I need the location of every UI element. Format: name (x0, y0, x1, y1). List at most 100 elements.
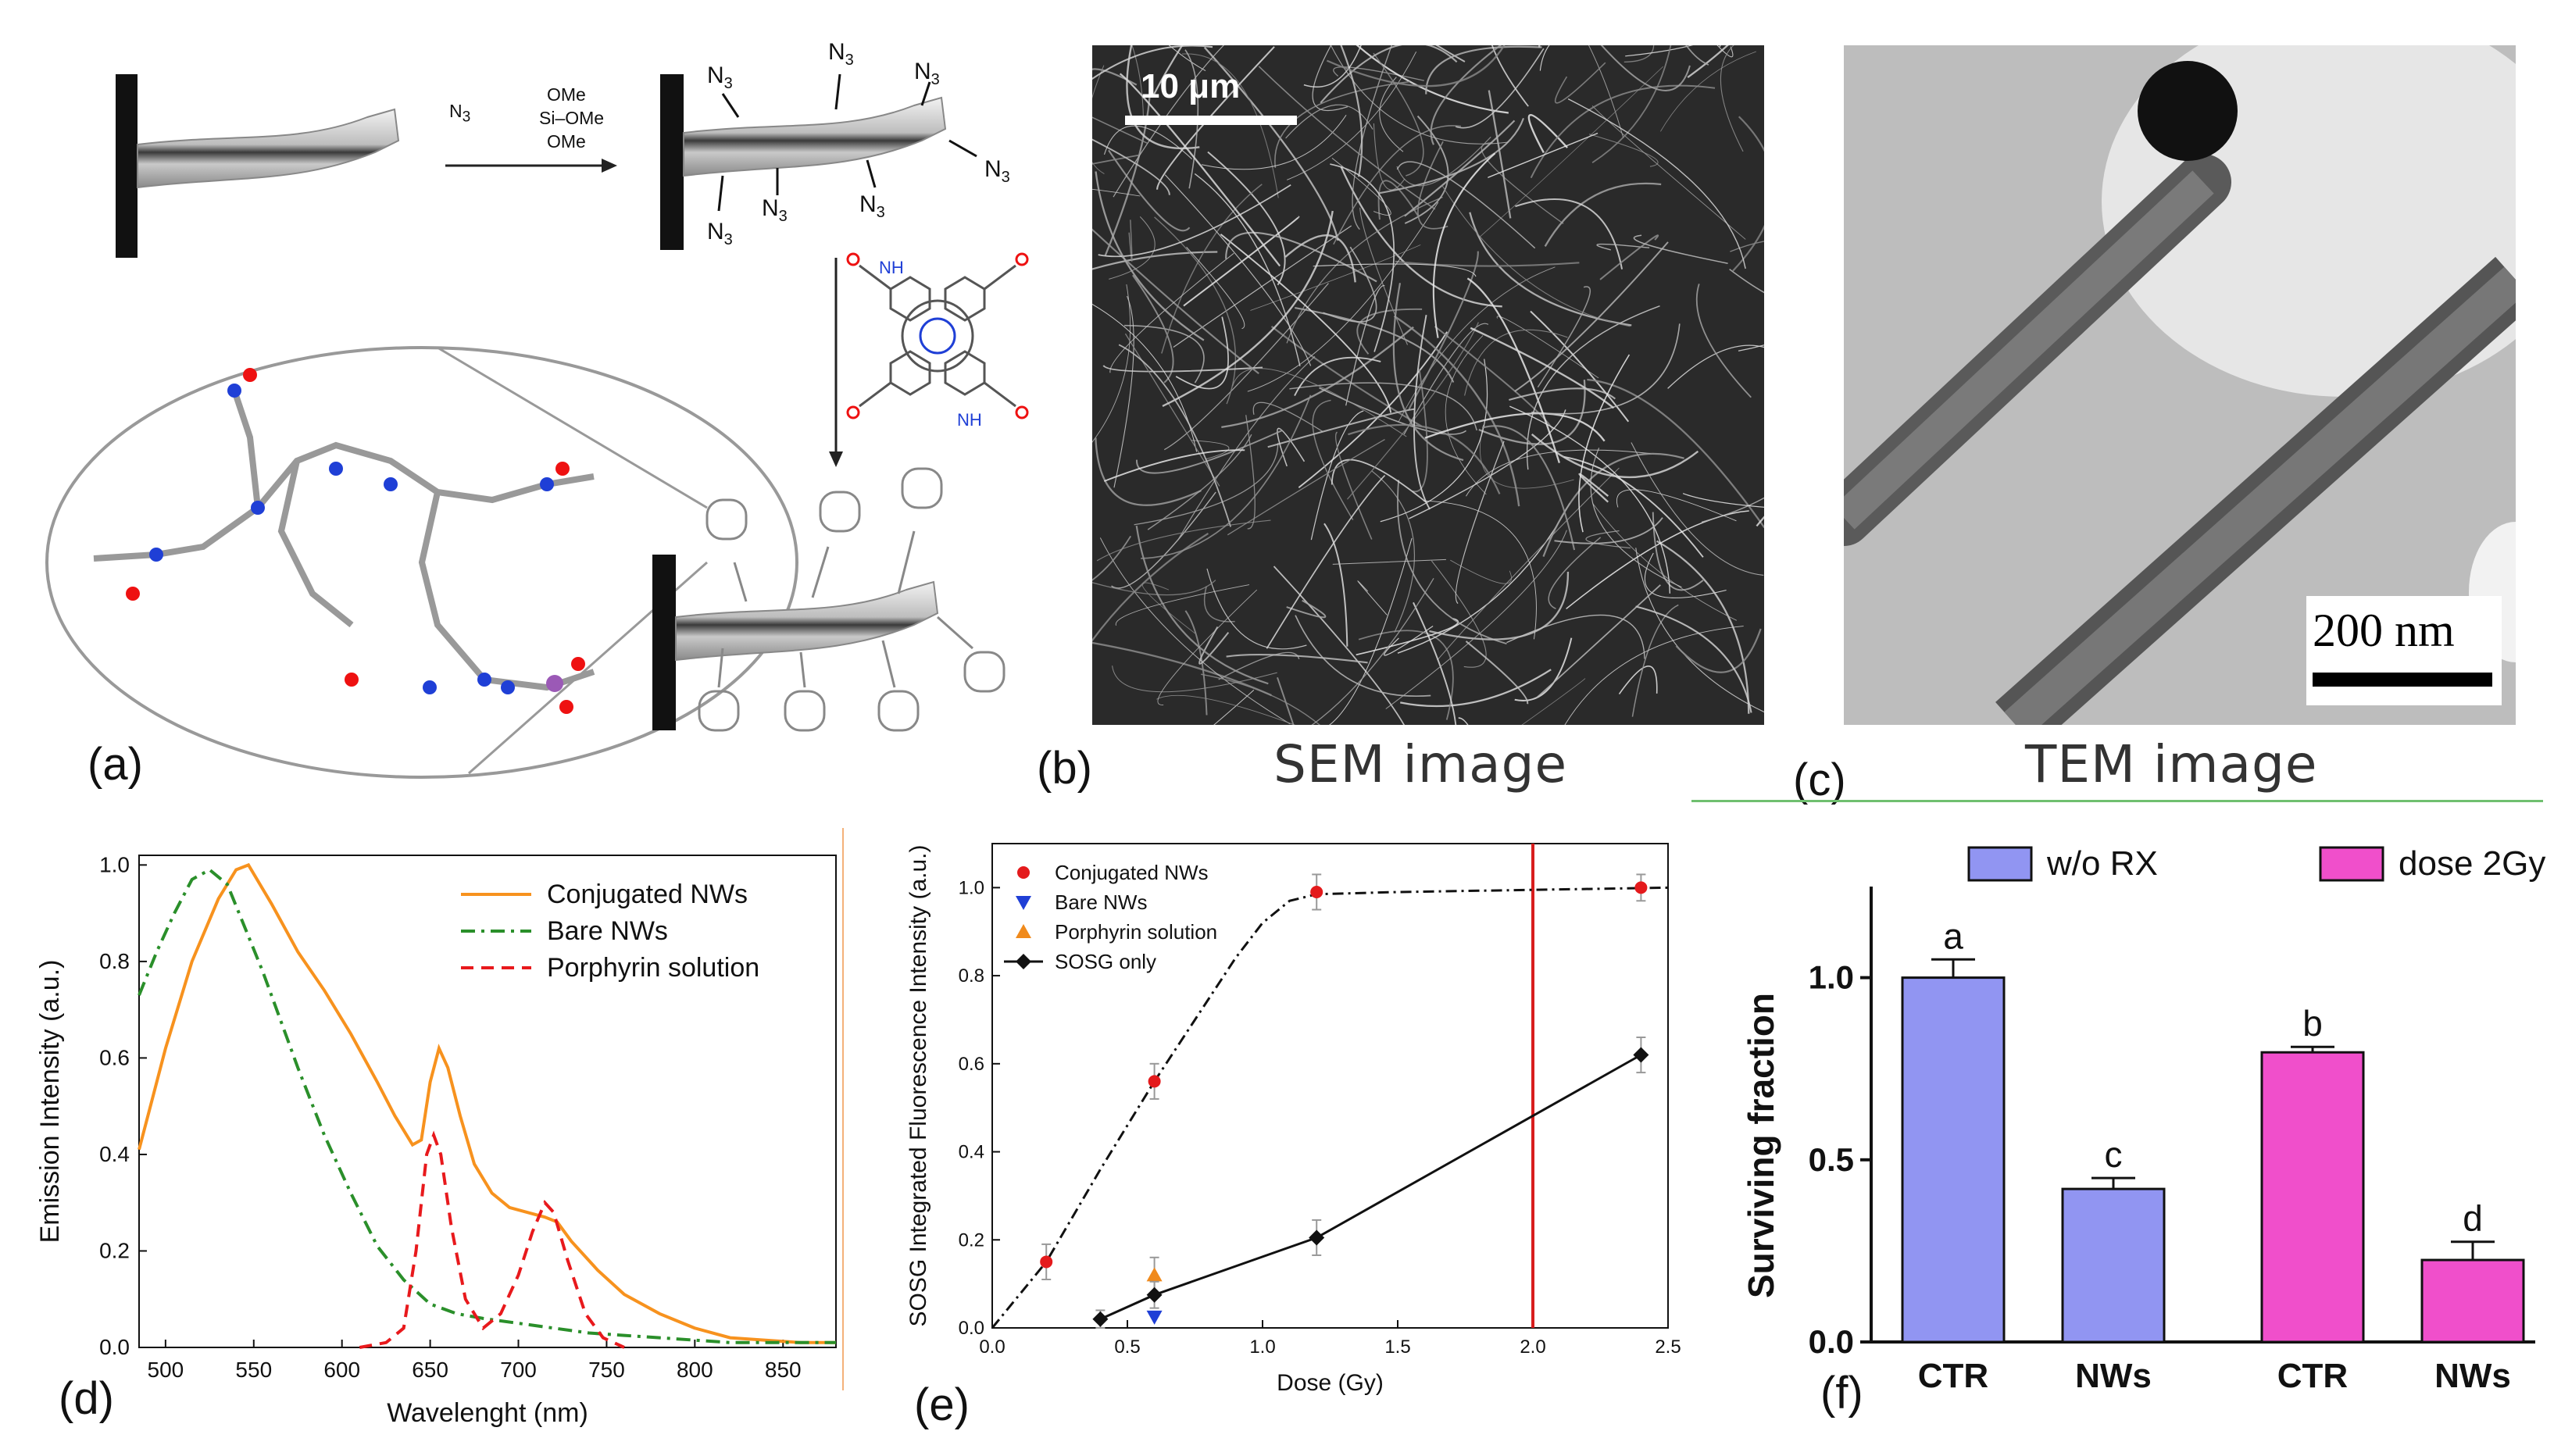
panel-e: 0.0 0.5 1.0 1.5 2.0 2.5 0.0 0.2 0.4 0.6 0.8 1.0 Dose… (859, 816, 1703, 1452)
sem-fiber (1310, 410, 1364, 541)
sem-fiber (1527, 114, 1568, 154)
sem-fiber (1441, 185, 1631, 327)
porphyrin-structure (846, 252, 1029, 419)
x-tick-label: NWs (2075, 1357, 2152, 1395)
sem-fiber (1191, 440, 1230, 460)
legend-label: Conjugated NWs (547, 880, 748, 909)
sem-fiber (1393, 315, 1520, 507)
sem-fiber (1377, 180, 1419, 220)
sem-fiber (1687, 45, 1729, 78)
data-point (1310, 886, 1323, 898)
sem-fiber (1313, 263, 1477, 277)
panel-a-schematic: NH NH (45, 73, 1029, 779)
sem-fiber (1491, 45, 1529, 107)
sem-fiber (1466, 449, 1651, 497)
y-tick-label: 0.6 (959, 1054, 984, 1075)
x-tick-label: 1.5 (1384, 1336, 1410, 1358)
tem-image: 200 nm (1844, 45, 2516, 725)
series-line-sosg-only (1099, 1054, 1642, 1321)
sem-fiber (1719, 45, 1721, 48)
sem-fiber (1631, 604, 1679, 717)
sem-fiber (1303, 45, 1362, 88)
sem-fiber (1660, 51, 1756, 132)
sem-fiber (1294, 356, 1381, 396)
x-tick-label: 1.0 (1249, 1336, 1275, 1358)
magnified-molecule-ellipse (45, 346, 798, 779)
sem-fiber (1331, 459, 1427, 503)
sem-fiber (1357, 580, 1388, 616)
sem-fiber (1590, 448, 1682, 588)
sem-fiber (1380, 359, 1488, 523)
sem-fiber (1652, 512, 1704, 591)
sem-fiber (1333, 125, 1462, 245)
sem-fiber (1432, 152, 1496, 338)
sem-fiber (1274, 80, 1410, 169)
sem-fiber (1092, 45, 1213, 80)
sem-fiber (1623, 45, 1655, 63)
y-tick-label: 0.5 (1809, 1141, 1854, 1178)
y-tick-label: 1.0 (99, 852, 130, 876)
x-tick-label: 850 (765, 1358, 802, 1382)
sem-fiber (1465, 641, 1529, 705)
sem-fiber (1403, 323, 1489, 435)
legend-label: Bare NWs (1055, 890, 1147, 914)
data-point (1016, 954, 1031, 969)
sem-fiber (1587, 378, 1764, 529)
label-b: (b) (1037, 743, 1092, 794)
panel-f: 0.0 0.5 1.0 Surviving fraction a CTR c NWs b CTR d… (1719, 828, 2554, 1452)
sem-fiber (1618, 666, 1658, 694)
x-tick-label: 0.5 (1114, 1336, 1140, 1358)
sem-fiber (1435, 45, 1466, 62)
plot-frame (991, 843, 1669, 1329)
sem-fiber (1392, 283, 1464, 462)
sem-fiber (1345, 285, 1385, 406)
sem-fiber (1092, 188, 1141, 197)
significance-letter: a (1943, 915, 1963, 956)
sem-fiber (1514, 241, 1669, 392)
sem-fiber (1596, 243, 1650, 251)
sem-fiber (1206, 568, 1307, 650)
fit-curve (991, 886, 1669, 1329)
y-tick-label: 0.0 (959, 1318, 984, 1339)
sem-fiber (1530, 84, 1716, 179)
sem-fiber (1346, 322, 1479, 500)
sem-fiber (1544, 182, 1662, 247)
caption-sem: SEM image (1273, 734, 1568, 794)
sem-fiber (1232, 368, 1407, 437)
tem-scale-box: 200 nm (2306, 596, 2502, 705)
porphyrin-nh-bottom: NH (957, 410, 982, 430)
sem-fiber (1112, 666, 1277, 693)
sem-fiber (1092, 251, 1218, 270)
sem-fiber (1340, 45, 1363, 177)
reagent-sub3: 3 (462, 109, 471, 126)
sem-fiber (1340, 166, 1502, 308)
reagent-ome-1: OMe (547, 84, 586, 105)
sem-fiber (1203, 46, 1339, 241)
sem-fiber (1431, 560, 1487, 668)
sem-fiber (1566, 510, 1749, 610)
sem-fiber (1409, 409, 1566, 519)
x-tick-label: 600 (323, 1358, 360, 1382)
substrate-3 (652, 555, 676, 730)
tem-catalyst-particle (2138, 61, 2238, 161)
sem-fiber (1126, 45, 1200, 149)
sem-fiber (1175, 316, 1229, 390)
sem-fiber (1466, 277, 1560, 463)
sem-fiber (1481, 425, 1576, 551)
sem-fiber (1716, 45, 1734, 58)
data-point (1146, 1267, 1163, 1282)
sem-fiber (1102, 365, 1263, 373)
sem-fiber (1470, 327, 1615, 409)
sem-fiber (1720, 45, 1744, 152)
y-tick-label: 0.2 (99, 1238, 130, 1262)
azide-label: N3 (707, 219, 733, 248)
sem-fiber (1408, 251, 1479, 410)
sem-fiber (1289, 382, 1477, 431)
y-tick-label: 0.0 (1809, 1323, 1854, 1360)
chart-d: 500 550 600 650 700 750 800 850 0.0 0.2 0.4 0.6 0.8 1… (35, 852, 837, 1428)
sem-fiber (1135, 525, 1269, 685)
sem-image: 10 μm (1092, 45, 1764, 725)
sem-fiber (1162, 210, 1334, 408)
substrate-1 (116, 74, 138, 258)
x-tick-label: 750 (588, 1358, 625, 1382)
